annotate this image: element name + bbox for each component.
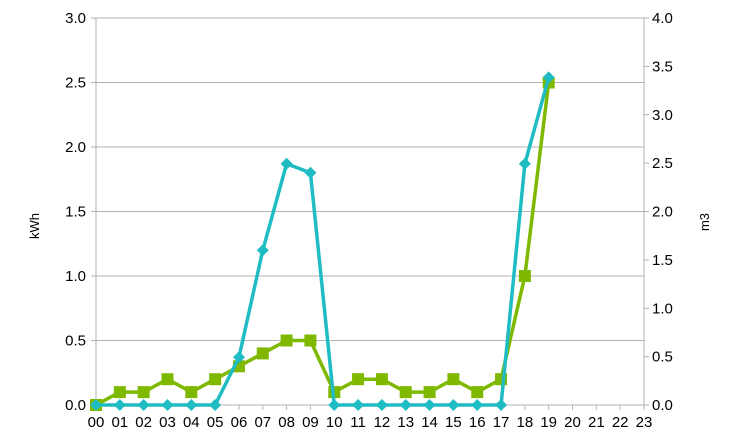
right-tick-label: 2.5 [652, 155, 673, 172]
data-point [137, 386, 150, 399]
left-tick-label: 3.0 [65, 10, 86, 27]
data-point [352, 399, 365, 411]
data-point [304, 334, 317, 347]
x-tick-label: 04 [183, 414, 200, 431]
data-point [232, 351, 245, 364]
data-point [423, 386, 436, 399]
data-point [209, 399, 222, 411]
right-axis-title: m3 [697, 213, 712, 231]
x-tick-label: 23 [636, 414, 653, 431]
data-point [137, 399, 150, 411]
x-tick-label: 05 [207, 414, 224, 431]
data-point [375, 373, 388, 386]
series-2 [90, 71, 555, 411]
data-point [90, 399, 102, 411]
right-tick-label: 1.5 [652, 252, 673, 269]
data-point [113, 399, 126, 411]
x-tick-label: 09 [302, 414, 319, 431]
x-tick-label: 12 [374, 414, 391, 431]
data-point [447, 399, 460, 411]
x-tick-label: 17 [493, 414, 510, 431]
x-tick-label: 15 [445, 414, 462, 431]
data-point [209, 373, 222, 386]
grid-lines [96, 17, 644, 406]
left-tick-label: 2.5 [65, 75, 86, 92]
data-point [423, 399, 436, 411]
data-point [256, 347, 269, 360]
x-tick-label: 16 [469, 414, 486, 431]
x-tick-label: 10 [326, 414, 343, 431]
right-tick-label: 3.5 [652, 58, 673, 75]
data-point [375, 399, 388, 411]
data-point [542, 71, 555, 84]
right-axis-tick-labels: 0.0 0.5 1.0 1.5 2.0 2.5 3.0 3.5 4.0 [652, 10, 673, 414]
x-tick-label: 14 [421, 414, 438, 431]
data-point [113, 386, 126, 399]
x-tick-label: 18 [517, 414, 534, 431]
data-point [518, 270, 531, 282]
left-axis-tick-labels: 0.0 0.5 1.0 1.5 2.0 2.5 3.0 [65, 10, 86, 414]
data-point [399, 386, 412, 399]
x-tick-label: 21 [588, 414, 605, 431]
x-tick-label: 19 [540, 414, 557, 431]
x-tick-label: 02 [135, 414, 152, 431]
right-tick-label: 0.5 [652, 349, 673, 366]
right-tick-label: 3.0 [652, 107, 673, 124]
series-line [95, 82, 551, 407]
left-tick-label: 0.5 [65, 333, 86, 350]
right-tick-label: 2.0 [652, 204, 673, 221]
x-tick-label: 01 [111, 414, 128, 431]
left-axis-title: kWh [27, 213, 42, 239]
data-point [518, 157, 531, 170]
data-series [90, 71, 555, 411]
left-tick-label: 0.0 [65, 397, 86, 414]
axes [91, 17, 649, 410]
data-point [256, 244, 269, 257]
x-tick-label: 00 [88, 414, 105, 431]
x-tick-label: 03 [159, 414, 176, 431]
left-tick-label: 1.0 [65, 268, 86, 285]
right-tick-label: 0.0 [652, 397, 673, 414]
x-tick-label: 06 [231, 414, 248, 431]
data-point [471, 399, 484, 411]
x-tick-label: 13 [397, 414, 414, 431]
data-point [447, 373, 460, 386]
data-point [161, 399, 174, 411]
x-tick-label: 11 [350, 414, 366, 431]
data-point [185, 386, 198, 399]
data-point [161, 373, 174, 386]
data-point [328, 399, 341, 411]
x-tick-label: 08 [278, 414, 295, 431]
data-point [352, 373, 365, 386]
series-1 [90, 76, 555, 411]
data-point [280, 334, 293, 347]
left-tick-label: 2.0 [65, 139, 86, 156]
data-point [185, 399, 198, 411]
x-tick-label: 07 [254, 414, 271, 431]
data-point [471, 386, 484, 399]
data-point [280, 157, 293, 170]
series-line [96, 76, 551, 407]
right-tick-label: 4.0 [652, 10, 673, 27]
x-tick-label: 20 [564, 414, 581, 431]
data-point [495, 399, 508, 411]
x-tick-label: 22 [612, 414, 629, 431]
left-tick-label: 1.5 [65, 204, 86, 221]
x-axis-tick-labels: 00 01 02 03 04 05 06 07 08 09 10 11 12 13 14 15 16 17 18 19… [88, 414, 653, 431]
data-point [304, 166, 317, 179]
data-point [399, 399, 412, 411]
right-tick-label: 1.0 [652, 300, 673, 317]
